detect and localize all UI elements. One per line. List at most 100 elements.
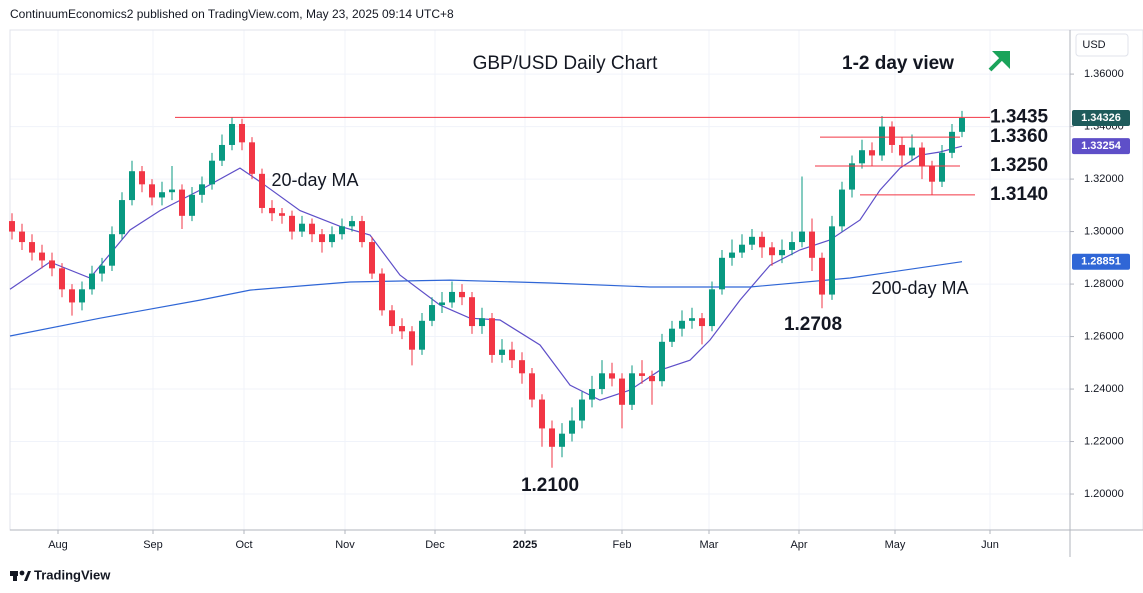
candle-body <box>799 231 805 243</box>
candle-body <box>559 433 565 447</box>
candle-body <box>9 221 15 232</box>
candle-body <box>339 226 345 235</box>
candle-body <box>109 234 115 266</box>
x-tick-label: Apr <box>790 539 807 551</box>
candle-body <box>129 171 135 201</box>
candle-body <box>859 150 865 164</box>
candle-body <box>209 160 215 185</box>
logo-part <box>24 571 31 581</box>
x-tick-label: Sep <box>143 539 163 551</box>
candle-body <box>519 360 525 374</box>
candle-body <box>29 242 35 253</box>
candle-body <box>469 297 475 327</box>
price-tag-label: 1.33254 <box>1081 140 1122 152</box>
y-tick-label: 1.32000 <box>1084 173 1124 185</box>
candle-body <box>309 223 315 235</box>
candle-body <box>759 236 765 248</box>
candle-body <box>139 171 145 185</box>
y-axis-unit: USD <box>1082 39 1105 51</box>
candle-body <box>449 291 455 303</box>
candle-body <box>409 331 415 350</box>
candle-body <box>619 378 625 405</box>
candle-body <box>899 144 905 156</box>
candle-body <box>849 163 855 190</box>
candle-body <box>639 373 645 376</box>
header: ContinuumEconomics2 published on Trading… <box>10 7 454 21</box>
price-tag-label: 1.34326 <box>1081 112 1121 124</box>
candle-body <box>809 231 815 258</box>
candle-body <box>179 189 185 216</box>
logo-part <box>13 571 17 581</box>
candle-body <box>489 318 495 355</box>
price-tag <box>1072 253 1130 270</box>
x-tick-label: Mar <box>700 539 719 551</box>
candle-body <box>269 207 275 214</box>
candle-body <box>59 268 65 290</box>
view-label: 1-2 day view <box>842 53 954 74</box>
candle-body <box>329 234 335 243</box>
y-tick-label: 1.36000 <box>1084 68 1124 80</box>
line-label: 200-day MA <box>871 278 968 298</box>
candle-body <box>389 310 395 327</box>
candle-body <box>749 236 755 245</box>
price-tag <box>1072 138 1130 155</box>
price-tag <box>1072 110 1130 127</box>
candle-body <box>779 249 785 256</box>
candle-body <box>219 144 225 161</box>
candle-body <box>729 252 735 258</box>
x-tick-label: Dec <box>425 539 445 551</box>
candle-body <box>319 234 325 243</box>
candle-body <box>119 200 125 235</box>
x-tick-label: May <box>885 539 906 551</box>
x-tick-label: Jun <box>981 539 999 551</box>
candle-body <box>289 215 295 232</box>
candle-body <box>349 221 355 227</box>
x-tick-label: 2025 <box>513 539 537 551</box>
y-tick-label: 1.26000 <box>1084 330 1124 342</box>
candle-body <box>609 373 615 379</box>
low-label: 1.2100 <box>521 475 579 496</box>
candles <box>9 110 965 468</box>
candle-body <box>499 349 505 355</box>
candle-body <box>229 123 235 145</box>
y-tick-label: 1.30000 <box>1084 225 1124 237</box>
chart-title: GBP/USD Daily Chart <box>473 53 658 74</box>
candle-body <box>99 265 105 274</box>
candle-body <box>869 150 875 156</box>
candle-body <box>569 420 575 434</box>
candle-body <box>399 326 405 332</box>
logo-part <box>19 570 25 576</box>
candle-body <box>39 252 45 261</box>
candle-body <box>789 242 795 250</box>
x-tick-label: Aug <box>48 539 68 551</box>
candle-body <box>949 131 955 153</box>
y-tick-label: 1.22000 <box>1084 435 1124 447</box>
trend-arrow <box>988 51 1010 72</box>
candle-body <box>769 247 775 256</box>
low-label: 1.2708 <box>784 314 842 335</box>
candle-body <box>589 389 595 400</box>
candle-body <box>379 273 385 311</box>
candle-body <box>579 399 585 421</box>
candle-body <box>739 244 745 253</box>
line-label: 20-day MA <box>271 170 358 190</box>
arrow-head <box>992 51 1010 69</box>
level-label: 1.3140 <box>990 184 1048 205</box>
candle-body <box>49 260 55 269</box>
moving-average-line <box>9 145 963 401</box>
candle-body <box>529 373 535 400</box>
candle-body <box>679 320 685 329</box>
price-tag-label: 1.28851 <box>1081 256 1121 268</box>
level-label: 1.3435 <box>990 106 1049 127</box>
candle-body <box>839 189 845 227</box>
candle-body <box>539 399 545 429</box>
candle-body <box>249 142 255 174</box>
candle-body <box>369 242 375 274</box>
candle-body <box>889 126 895 145</box>
candle-body <box>659 341 665 382</box>
candle-body <box>19 231 25 243</box>
candle-body <box>79 289 85 303</box>
footer-brand: TradingView <box>10 567 111 582</box>
